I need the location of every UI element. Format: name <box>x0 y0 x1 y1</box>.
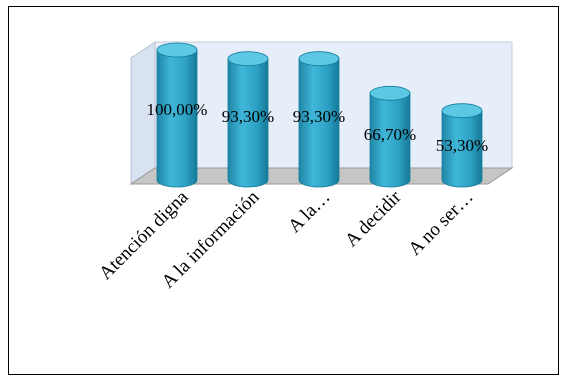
bars-group <box>156 42 483 188</box>
data-label: 93,30% <box>222 107 274 126</box>
category-label: A decidir <box>341 186 406 251</box>
bar-top <box>369 85 411 101</box>
bar-body <box>441 110 483 188</box>
bar-body <box>369 92 411 188</box>
data-labels-group: 100,00% 93,30% 93,30% 66,70% 53,30% <box>147 100 489 155</box>
category-label: A la… <box>284 187 334 237</box>
bar-5 <box>441 103 483 188</box>
data-label: 66,70% <box>364 125 416 144</box>
bar-body <box>298 58 340 188</box>
bar-1 <box>156 42 198 188</box>
bar-top <box>156 42 198 58</box>
bar-3 <box>298 51 340 188</box>
category-label: A no ser… <box>404 187 477 260</box>
bar-body <box>156 49 198 188</box>
data-label: 53,30% <box>436 136 488 155</box>
data-label: 93,30% <box>293 107 345 126</box>
data-label: 100,00% <box>147 100 208 119</box>
bar-4 <box>369 85 411 188</box>
bar-top <box>298 51 340 67</box>
bar-2 <box>227 51 269 188</box>
bar-body <box>227 58 269 188</box>
bar-top <box>227 51 269 67</box>
bar-top <box>441 103 483 119</box>
